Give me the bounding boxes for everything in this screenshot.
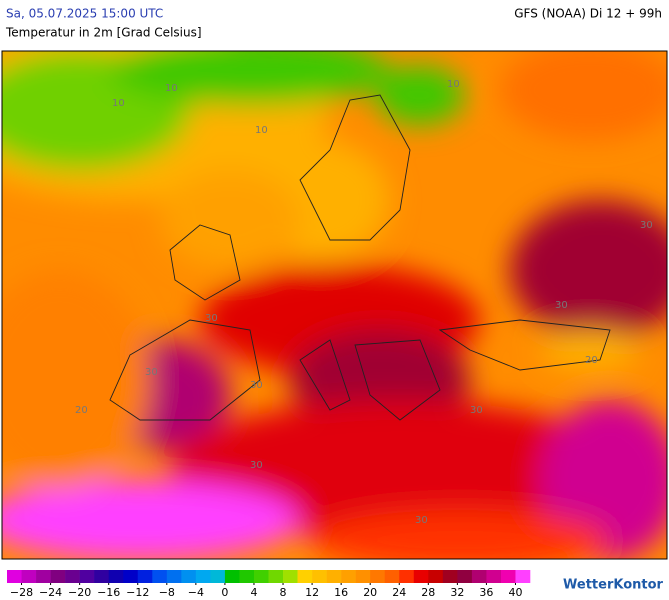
color-swatch	[297, 570, 313, 583]
contour-label: 20	[75, 405, 88, 416]
color-swatch	[399, 570, 415, 583]
tick-label: −24	[39, 586, 62, 599]
color-swatch	[224, 570, 240, 583]
contour-label: 30	[250, 460, 263, 471]
tick-label: 12	[305, 586, 319, 599]
map-title: Temperatur in 2m [Grad Celsius]	[5, 26, 202, 40]
color-swatch	[413, 570, 429, 583]
logo: WetterKontor	[563, 578, 664, 593]
tick-label: 40	[508, 586, 522, 599]
tick-label: −20	[68, 586, 91, 599]
tick-label: −8	[159, 586, 175, 599]
color-swatch	[326, 570, 342, 583]
contour-labels: 10 10 10 10 30 30 30 30 30 30 20 20 30 30	[75, 79, 653, 526]
map-frame	[1, 50, 668, 560]
color-swatch	[442, 570, 458, 583]
contour-label: 30	[415, 515, 428, 526]
color-swatch	[239, 570, 255, 583]
tick-label: 8	[280, 586, 287, 599]
tick-label: 36	[479, 586, 493, 599]
color-swatch	[65, 570, 80, 583]
contour-label: 30	[640, 220, 653, 231]
tick-label: −4	[188, 586, 204, 599]
color-swatch	[123, 570, 139, 583]
tick-label: 20	[363, 586, 377, 599]
tick-label: −28	[10, 586, 33, 599]
color-swatch	[370, 570, 386, 583]
color-swatch	[21, 570, 37, 583]
color-swatch	[283, 570, 298, 583]
color-swatch	[471, 570, 487, 583]
tick-label: 24	[392, 586, 406, 599]
color-swatch	[195, 570, 211, 583]
tick-label: 16	[334, 586, 348, 599]
color-swatch	[253, 570, 269, 583]
colorbar: −28 −24 −20 −16 −12 −8 −4 0 4 8 12 16 20 24 28 32 36 40	[7, 570, 531, 599]
color-swatch	[486, 570, 502, 583]
color-swatch	[384, 570, 400, 583]
color-swatch	[137, 570, 153, 583]
datetime: Sa, 05.07.2025 15:00 UTC	[6, 7, 163, 21]
tick-label: 32	[450, 586, 464, 599]
contour-label: 10	[255, 125, 268, 136]
contour-label: 10	[447, 79, 460, 90]
tick-label: −16	[97, 586, 120, 599]
color-swatch	[500, 570, 516, 583]
color-swatch	[181, 570, 197, 583]
contour-label: 20	[585, 355, 598, 366]
color-swatch	[341, 570, 356, 583]
coastlines	[109, 94, 611, 421]
color-swatch	[210, 570, 226, 583]
contour-label: 30	[555, 300, 568, 311]
color-swatch	[36, 570, 51, 583]
color-swatch	[515, 570, 531, 583]
color-swatch	[152, 570, 168, 583]
contour-label: 30	[145, 367, 158, 378]
color-swatch	[268, 570, 284, 583]
color-swatch	[94, 570, 109, 583]
color-swatch	[312, 570, 327, 583]
color-swatch	[355, 570, 371, 583]
contour-label: 30	[470, 405, 483, 416]
color-swatch	[7, 570, 22, 583]
color-swatch	[50, 570, 66, 583]
color-swatch	[108, 570, 124, 583]
temperature-field: 10 10 10 10 30 30 30 30 30 30 20 20 30 30	[2, 51, 667, 559]
contour-label: 10	[165, 83, 178, 94]
color-swatch	[79, 570, 95, 583]
color-swatch	[166, 570, 182, 583]
contour-label: 10	[112, 98, 125, 109]
tick-label: −12	[126, 586, 149, 599]
contour-label: 30	[250, 380, 263, 391]
color-swatch	[457, 570, 473, 583]
tick-label: 28	[421, 586, 435, 599]
contour-label: 30	[205, 313, 218, 324]
tick-label: 0	[221, 586, 228, 599]
tick-label: 4	[250, 586, 257, 599]
model-run: GFS (NOAA) Di 12 + 99h	[514, 7, 662, 21]
color-swatch	[428, 570, 444, 583]
